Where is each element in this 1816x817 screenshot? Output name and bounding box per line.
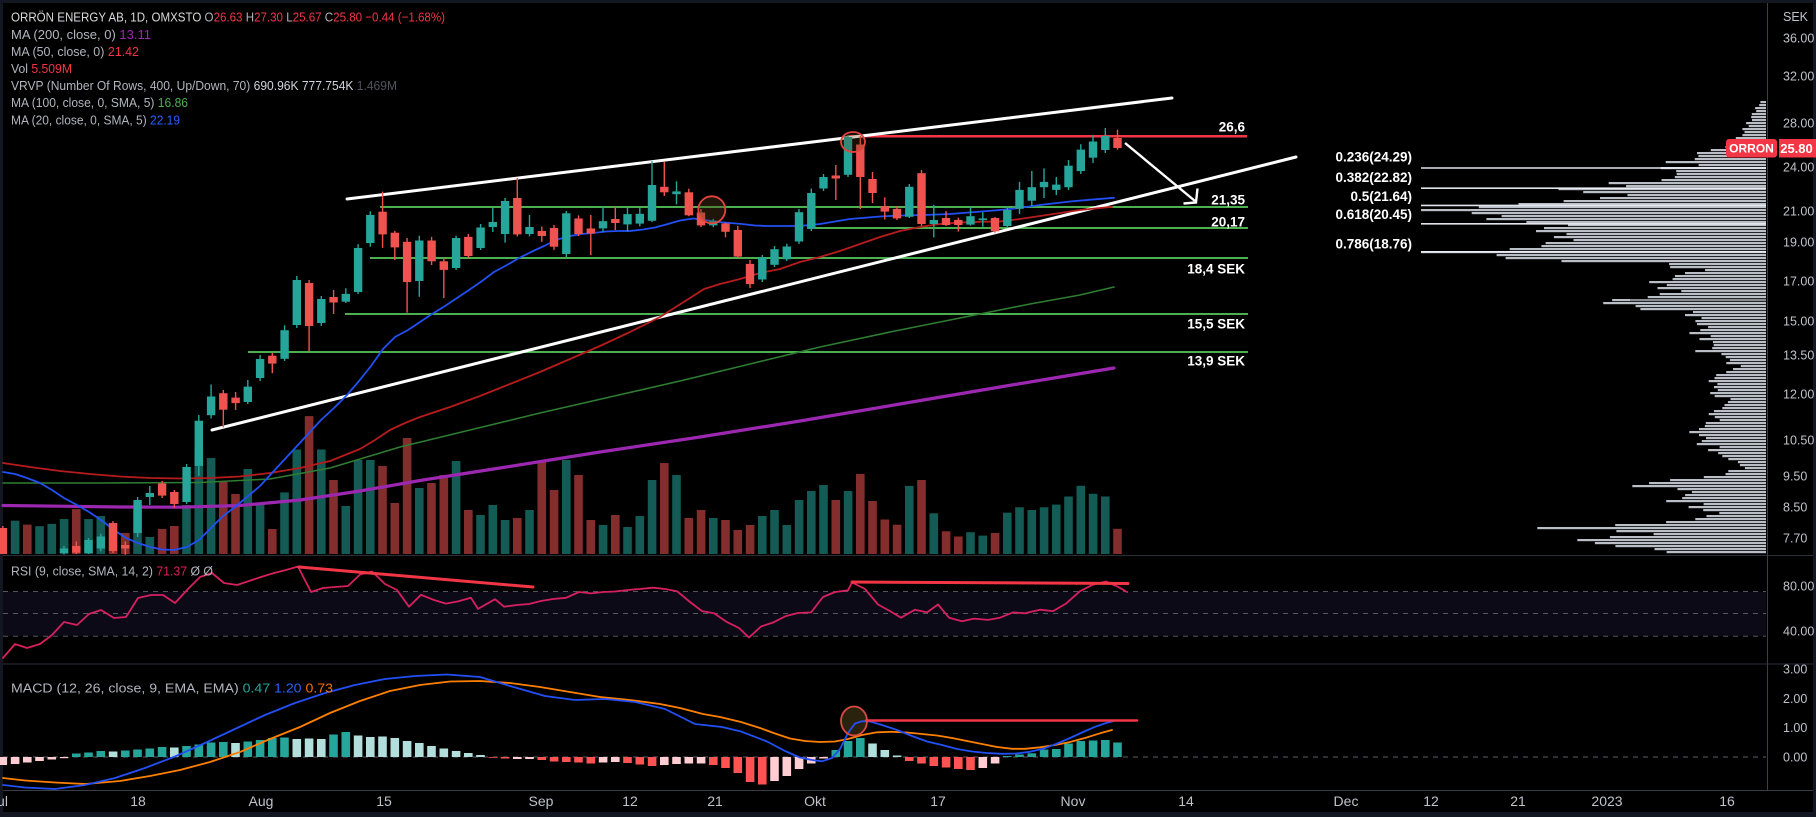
svg-text:21: 21	[1510, 793, 1526, 809]
svg-text:Nov: Nov	[1061, 793, 1086, 809]
svg-text:9.50: 9.50	[1783, 470, 1807, 484]
svg-text:32.00: 32.00	[1783, 70, 1814, 84]
svg-text:MACD (12, 26, close, 9, EMA, E: MACD (12, 26, close, 9, EMA, EMA) 0.47 1…	[11, 681, 333, 696]
svg-text:Sep: Sep	[529, 793, 554, 809]
svg-text:21,35: 21,35	[1211, 193, 1245, 208]
svg-text:24.00: 24.00	[1783, 161, 1814, 175]
svg-text:18,4 SEK: 18,4 SEK	[1187, 262, 1245, 277]
svg-text:MA (200, close, 0) 13.11: MA (200, close, 0) 13.11	[11, 27, 151, 42]
svg-text:12.00: 12.00	[1783, 388, 1814, 402]
svg-text:0.236(24.29): 0.236(24.29)	[1335, 150, 1412, 165]
svg-text:0.5(21.64): 0.5(21.64)	[1350, 189, 1412, 204]
svg-text:13.50: 13.50	[1783, 349, 1814, 363]
svg-text:14: 14	[1178, 793, 1194, 809]
svg-text:0.786(18.76): 0.786(18.76)	[1335, 237, 1412, 252]
svg-text:Jul: Jul	[0, 793, 8, 809]
svg-text:0.00: 0.00	[1783, 751, 1807, 765]
svg-text:25.80: 25.80	[1780, 141, 1813, 156]
svg-text:21.00: 21.00	[1783, 205, 1814, 219]
svg-text:16: 16	[1719, 793, 1735, 809]
svg-text:17.00: 17.00	[1783, 275, 1814, 289]
svg-text:2.00: 2.00	[1783, 692, 1807, 706]
svg-text:80.00: 80.00	[1783, 580, 1814, 594]
svg-text:10.50: 10.50	[1783, 434, 1814, 448]
svg-text:40.00: 40.00	[1783, 625, 1814, 639]
svg-text:19.00: 19.00	[1783, 236, 1814, 250]
svg-text:Aug: Aug	[249, 793, 274, 809]
svg-text:0.382(22.82): 0.382(22.82)	[1335, 170, 1412, 185]
svg-text:ORRÖN ENERGY AB, 1D, OMXSTO O: ORRÖN ENERGY AB, 1D, OMXSTO O26.63 H27.3…	[11, 10, 445, 25]
svg-text:28.00: 28.00	[1783, 117, 1814, 131]
svg-text:20,17: 20,17	[1211, 215, 1245, 230]
svg-text:17: 17	[930, 793, 946, 809]
svg-text:15,5 SEK: 15,5 SEK	[1187, 317, 1245, 332]
svg-text:18: 18	[130, 793, 146, 809]
svg-text:MA (50, close, 0) 21.42: MA (50, close, 0) 21.42	[11, 44, 139, 59]
svg-text:13,9 SEK: 13,9 SEK	[1187, 354, 1245, 369]
svg-text:ORRON: ORRON	[1729, 142, 1774, 156]
svg-text:12: 12	[622, 793, 638, 809]
svg-text:Dec: Dec	[1334, 793, 1359, 809]
svg-text:1.00: 1.00	[1783, 721, 1807, 735]
svg-text:Okt: Okt	[804, 793, 826, 809]
svg-text:26,6: 26,6	[1219, 120, 1246, 135]
svg-text:VRVP (Number Of Rows, 400, Up/: VRVP (Number Of Rows, 400, Up/Down, 70) …	[11, 78, 397, 93]
svg-text:21: 21	[707, 793, 723, 809]
svg-text:0.618(20.45): 0.618(20.45)	[1335, 207, 1412, 222]
svg-text:3.00: 3.00	[1783, 663, 1807, 677]
svg-text:SEK: SEK	[1783, 10, 1809, 24]
svg-text:15: 15	[376, 793, 392, 809]
svg-text:RSI (9, close, SMA, 14, 2) 71: RSI (9, close, SMA, 14, 2) 71.37 Ø Ø	[11, 564, 213, 579]
svg-text:12: 12	[1423, 793, 1439, 809]
svg-text:2023: 2023	[1591, 793, 1622, 809]
svg-text:8.50: 8.50	[1783, 501, 1807, 515]
svg-text:36.00: 36.00	[1783, 32, 1814, 46]
svg-text:Vol 5.509M: Vol 5.509M	[11, 61, 72, 76]
svg-text:MA (100, close, 0, SMA, 5) 16: MA (100, close, 0, SMA, 5) 16.86	[11, 95, 188, 110]
svg-text:7.70: 7.70	[1783, 532, 1807, 546]
svg-text:15.00: 15.00	[1783, 315, 1814, 329]
svg-text:MA (20, close, 0, SMA, 5) 22.: MA (20, close, 0, SMA, 5) 22.19	[11, 113, 180, 128]
